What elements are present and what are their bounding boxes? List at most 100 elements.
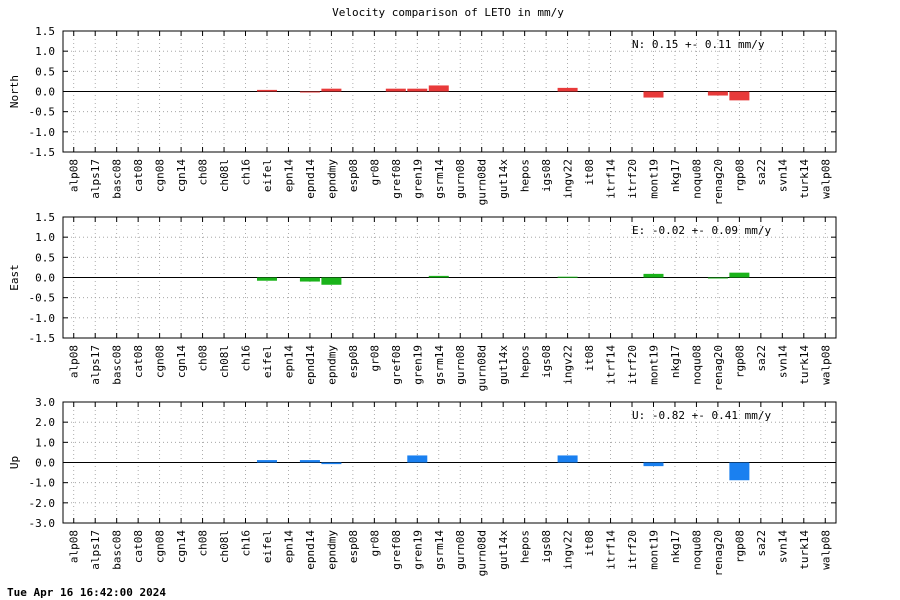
east-ytick-label: 1.5: [35, 211, 55, 224]
east-category-label: walp08: [819, 345, 832, 385]
east-category-label: ch16: [240, 345, 253, 372]
up-category-label: cgn14: [175, 530, 188, 563]
up-category-label: alp08: [68, 530, 81, 563]
north-category-label: itrf20: [626, 159, 639, 199]
up-category-label: svn14: [776, 530, 789, 563]
north-plot-frame: [62, 30, 837, 153]
north-category-label: epnd14: [304, 159, 317, 199]
north-category-label: alps17: [89, 159, 102, 199]
up-ytick-label: 1.0: [35, 436, 55, 449]
east-category-label: eifel: [261, 345, 274, 378]
east-category-label: epndmy: [325, 345, 338, 385]
east-category-label: it08: [583, 345, 596, 372]
east-category-label: alp08: [68, 345, 81, 378]
north-category-label: epndmy: [325, 159, 338, 199]
north-bar-gren19: [407, 88, 428, 92]
up-category-label: ch16: [240, 530, 253, 557]
east-category-label: esp08: [347, 345, 360, 378]
north-ytick-label: 1.0: [35, 45, 55, 58]
up-category-label: gsrm14: [433, 530, 446, 570]
north-category-label: itrf14: [605, 159, 618, 199]
east-category-label: igs08: [540, 345, 553, 378]
east-plot-frame: [62, 216, 837, 339]
up-category-label: gren19: [411, 530, 424, 570]
north-category-label: gut14x: [497, 159, 510, 199]
east-bar-renag20: [707, 277, 728, 279]
up-bar-gren19: [407, 455, 428, 463]
east-bar-eifel: [256, 277, 277, 281]
east-annotation: E: -0.02 +- 0.09 mm/y: [632, 224, 771, 237]
north-bar-ingv22: [557, 87, 578, 92]
east-category-label: epn14: [282, 345, 295, 378]
up-category-label: epndmy: [325, 530, 338, 570]
up-category-label: ch08l: [218, 530, 231, 563]
north-category-label: epn14: [282, 159, 295, 192]
north-category-label: gurn08d: [476, 159, 489, 205]
up-bar-mont19: [643, 462, 664, 467]
up-plot-frame: [62, 401, 837, 524]
up-category-label: basc08: [111, 530, 124, 570]
up-ytick-label: 3.0: [35, 396, 55, 409]
chart-title: Velocity comparison of LETO in mm/y: [332, 6, 564, 19]
north-category-label: rgp08: [733, 159, 746, 192]
up-bar-ingv22: [557, 455, 578, 463]
up-category-label: it08: [583, 530, 596, 557]
east-category-label: nkg17: [669, 345, 682, 378]
up-ytick-label: -2.0: [29, 497, 56, 510]
east-category-label: alps17: [89, 345, 102, 385]
north-ytick-label: 0.5: [35, 65, 55, 78]
up-annotation: U: -0.82 +- 0.41 mm/y: [632, 409, 771, 422]
north-bar-gsrm14: [428, 85, 449, 92]
north-category-label: noqu08: [690, 159, 703, 199]
up-ytick-label: 2.0: [35, 416, 55, 429]
north-category-label: cat08: [132, 159, 145, 192]
north-category-label: cgn14: [175, 159, 188, 192]
up-ylabel: Up: [8, 456, 21, 469]
up-category-label: hepos: [519, 530, 532, 563]
east-bar-gsrm14: [428, 275, 449, 278]
east-category-label: ingv22: [562, 345, 575, 385]
north-category-label: turk14: [798, 159, 811, 199]
east-ylabel: East: [8, 264, 21, 291]
north-ytick-label: -1.5: [29, 146, 56, 159]
up-category-label: epnd14: [304, 530, 317, 570]
north-category-label: alp08: [68, 159, 81, 192]
north-category-label: gsrm14: [433, 159, 446, 199]
north-bar-mont19: [643, 91, 664, 98]
east-category-label: noqu08: [690, 345, 703, 385]
north-category-label: ch16: [240, 159, 253, 186]
north-ytick-label: 0.0: [35, 86, 55, 99]
east-bar-ingv22: [557, 276, 578, 278]
north-category-label: ch08l: [218, 159, 231, 192]
north-ytick-label: 1.5: [35, 25, 55, 38]
east-category-label: gut14x: [497, 345, 510, 385]
north-annotation: N: 0.15 +- 0.11 mm/y: [632, 38, 765, 51]
up-bar-epndmy: [321, 462, 342, 465]
east-category-label: basc08: [111, 345, 124, 385]
up-category-label: esp08: [347, 530, 360, 563]
east-ytick-label: 0.0: [35, 272, 55, 285]
up-category-label: gurn08: [454, 530, 467, 570]
east-category-label: gref08: [390, 345, 403, 385]
east-category-label: renag20: [712, 345, 725, 391]
east-ytick-label: -0.5: [29, 292, 56, 305]
up-category-label: rgp08: [733, 530, 746, 563]
up-category-label: epn14: [282, 530, 295, 563]
east-category-label: gren19: [411, 345, 424, 385]
east-category-label: gr08: [368, 345, 381, 372]
north-bar-epnd14: [299, 91, 320, 93]
east-category-label: sa22: [755, 345, 768, 372]
up-category-label: mont19: [647, 530, 660, 570]
up-category-label: ch08: [197, 530, 210, 557]
up-category-label: nkg17: [669, 530, 682, 563]
up-category-label: itrf14: [605, 530, 618, 570]
east-category-label: cgn14: [175, 345, 188, 378]
north-category-label: it08: [583, 159, 596, 186]
up-ytick-label: 0.0: [35, 457, 55, 470]
up-category-label: cat08: [132, 530, 145, 563]
north-bar-eifel: [256, 89, 277, 92]
east-bar-epndmy: [321, 277, 342, 285]
east-ytick-label: -1.5: [29, 332, 56, 345]
east-bar-rgp08: [729, 272, 750, 278]
